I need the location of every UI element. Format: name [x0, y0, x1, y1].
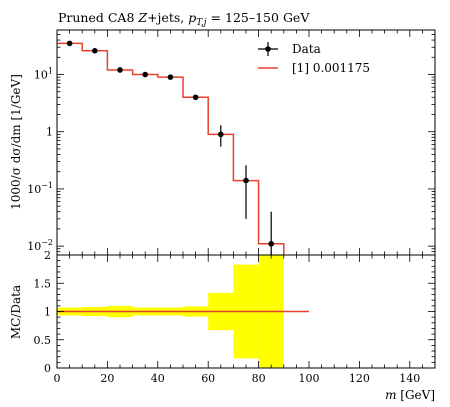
main-y-tick-label: 10−1: [27, 181, 53, 196]
ratio-y-tick-label: 1.5: [34, 277, 52, 290]
data-point: [268, 240, 275, 247]
title-sub: T,j: [196, 18, 207, 28]
x-tick-labels: 0 20 40 60 80 100 120 140: [54, 372, 421, 385]
ratio-y-tick-labels: 0 0.5 1 1.5 2: [34, 249, 52, 375]
x-tick-label: 80: [252, 372, 266, 385]
x-tick-label: 140: [399, 372, 420, 385]
main-y-axis-label: 1000/σ dσ/dm [1/GeV]: [9, 74, 23, 210]
chart-title: Pruned CA8 Z+jets, pT,j = 125–150 GeV: [58, 10, 310, 28]
ratio-plot-frame: [56, 254, 436, 369]
data-point: [66, 40, 73, 47]
legend: Data [1] 0.001175: [258, 42, 370, 75]
ratio-y-tick-label: 1: [44, 306, 51, 319]
x-axis-label-var: m: [385, 388, 396, 402]
x-tick-label: 40: [151, 372, 165, 385]
main-y-tick-label: 10−2: [27, 238, 53, 253]
legend-data-marker: [265, 46, 271, 52]
data-point: [192, 94, 199, 101]
main-plot-frame: [56, 29, 436, 256]
ratio-y-tick-label: 2: [44, 249, 51, 262]
ratio-y-tick-label: 0.5: [34, 334, 52, 347]
main-y-tick-label: 101: [34, 67, 53, 82]
main-y-tick-label: 1: [46, 126, 53, 139]
data-point: [167, 74, 174, 80]
x-tick-label: 100: [299, 372, 320, 385]
main-axis-ticks: [56, 29, 436, 256]
data-point: [117, 67, 123, 73]
ratio-plot-marks: [57, 255, 309, 368]
main-plot-marks: [57, 40, 285, 255]
title-suffix: = 125–150 GeV: [207, 10, 311, 25]
x-axis-label-unit: [GeV]: [396, 388, 435, 402]
x-tick-label: 120: [349, 372, 370, 385]
mc-step-line: [57, 42, 285, 255]
ratio-y-axis-label: MC/Data: [9, 285, 23, 339]
data-point: [92, 47, 98, 54]
main-panel: 10−2 10−1 1 101 1000/σ dσ/dm [1/GeV]: [9, 29, 436, 256]
main-y-tick-labels: 10−2 10−1 1 101: [27, 67, 53, 254]
ratio-panel: 0 0.5 1 1.5 2 0 20 40 60 80 100 120 140 MC/Data m […: [9, 249, 436, 402]
title-prefix: Pruned CA8: [58, 10, 138, 25]
legend-label-mc: [1] 0.001175: [292, 61, 370, 75]
legend-label-data: Data: [292, 42, 321, 56]
x-tick-label: 60: [201, 372, 215, 385]
title-mid: +jets,: [147, 10, 188, 25]
data-point: [243, 177, 249, 184]
x-tick-label: 20: [100, 372, 114, 385]
data-point: [218, 131, 224, 138]
x-tick-label: 0: [54, 372, 61, 385]
data-point: [142, 71, 148, 78]
ratio-y-tick-label: 0: [44, 362, 51, 375]
x-axis-label: m [GeV]: [385, 388, 435, 402]
title-p: p: [188, 10, 196, 25]
title-z: Z: [137, 10, 147, 25]
